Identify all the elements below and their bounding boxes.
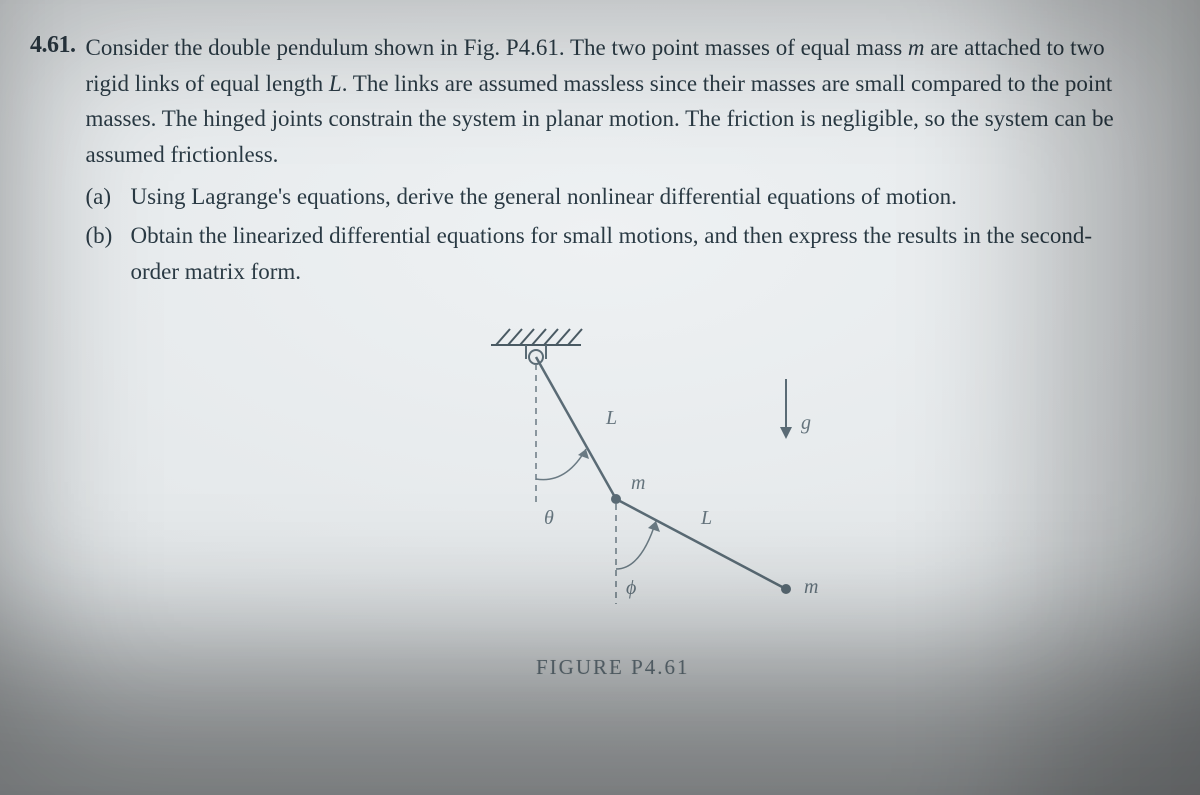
problem-body: Consider the double pendulum shown in Fi…: [86, 30, 1141, 679]
part-a-text: Using Lagrange's equations, derive the g…: [131, 179, 1141, 215]
ceiling-hatch: [491, 329, 582, 345]
part-b-text: Obtain the linearized differential equat…: [131, 218, 1141, 289]
figure-wrapper: θ m L ϕ L: [86, 299, 1141, 679]
mass-2-dot: [781, 584, 791, 594]
gravity-arrowhead: [780, 427, 792, 439]
phi-label: ϕ: [626, 577, 636, 599]
page: 4.61. Consider the double pendulum shown…: [0, 0, 1200, 679]
problem-text: Consider the double pendulum shown in Fi…: [86, 30, 1141, 173]
theta-arc: [536, 449, 586, 480]
part-a: (a) Using Lagrange's equations, derive t…: [86, 179, 1141, 215]
part-b: (b) Obtain the linearized differential e…: [86, 218, 1141, 289]
part-b-label: (b): [86, 218, 121, 289]
theta-label: θ: [544, 507, 554, 529]
part-a-label: (a): [86, 179, 121, 215]
problem-number: 4.61.: [30, 32, 76, 59]
top-hinge: [526, 345, 546, 364]
mass-2-label: m: [804, 576, 818, 598]
problem-row: 4.61. Consider the double pendulum shown…: [30, 30, 1140, 679]
link-1: [536, 357, 616, 499]
link-1-length-label: L: [605, 407, 617, 429]
link-2-length-label: L: [700, 507, 712, 529]
gravity-label: g: [801, 412, 811, 434]
mass-1-label: m: [631, 472, 645, 494]
figure-caption: FIGURE P4.61: [86, 651, 1141, 684]
double-pendulum-figure: θ m L ϕ L: [456, 309, 886, 639]
parts-list: (a) Using Lagrange's equations, derive t…: [86, 179, 1141, 290]
